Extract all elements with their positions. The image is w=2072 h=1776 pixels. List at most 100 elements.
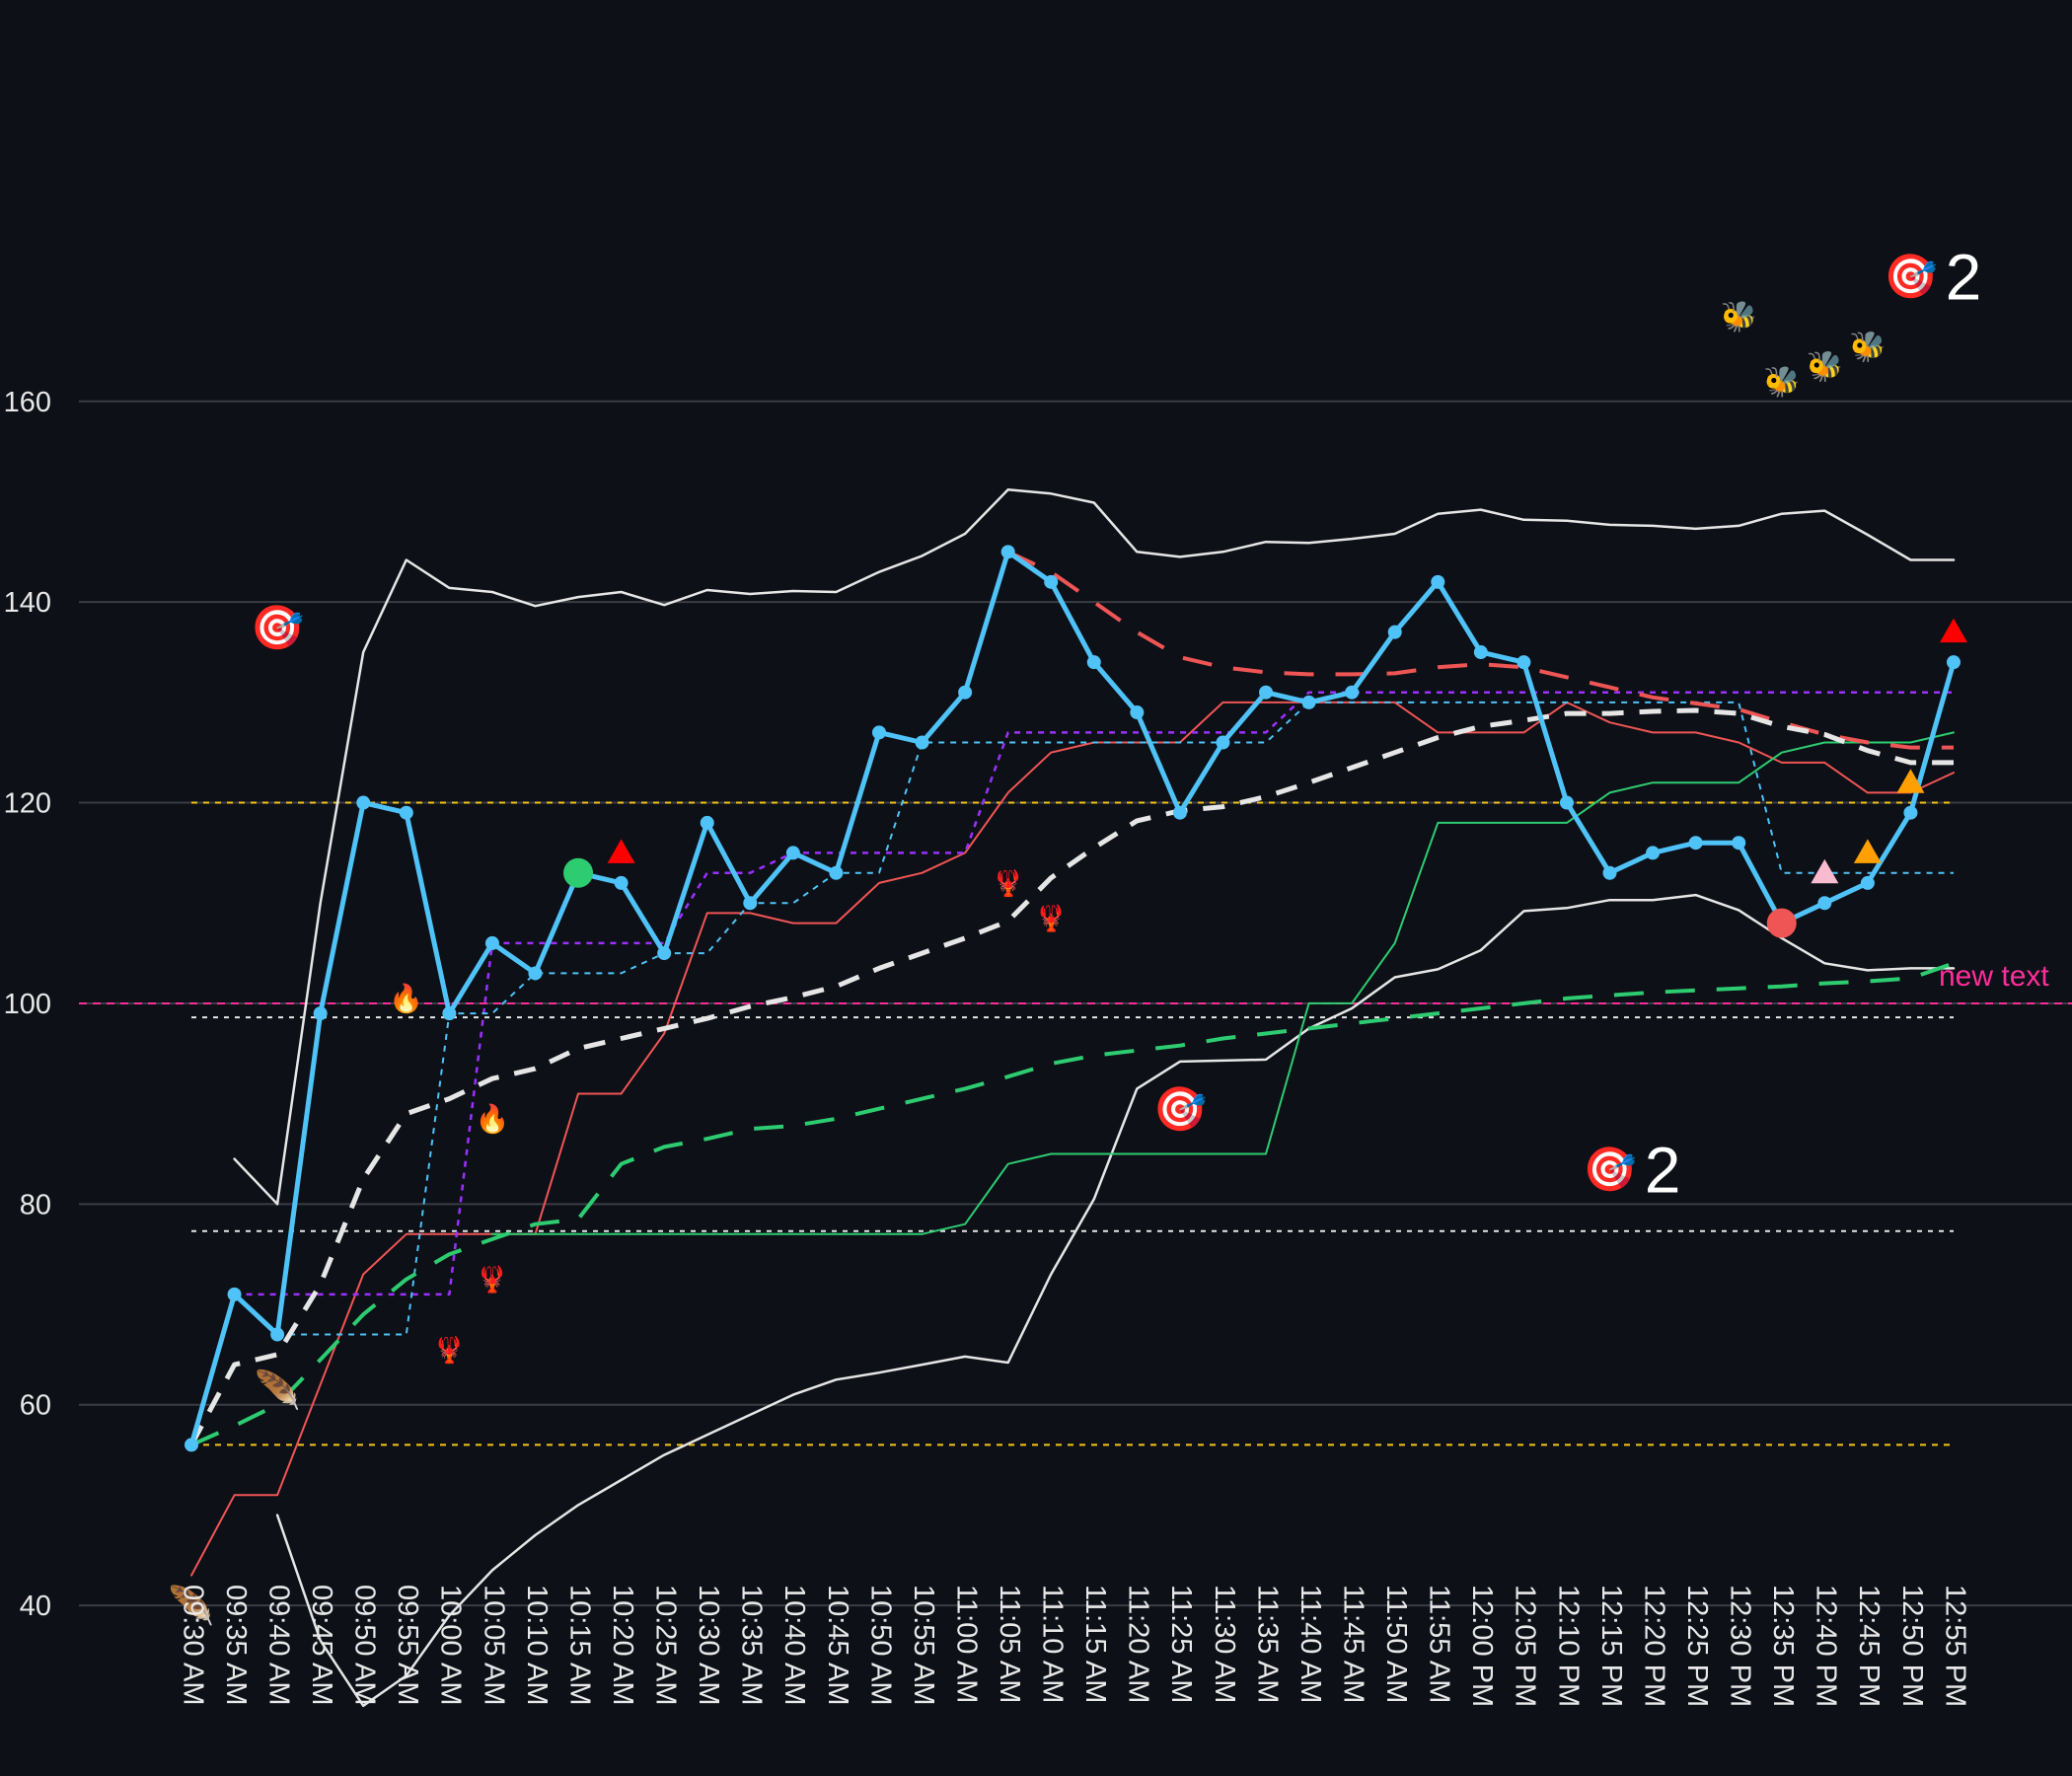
y-tick-label: 140 (4, 587, 51, 619)
x-tick-label: 09:35 AM (220, 1585, 252, 1706)
price-point (1130, 705, 1145, 720)
annotation-layer: 🎯🎯🎯 2🎯 2🔥🔥🦞🦞🦞🦞🪶🪶🐝🐝 🐝🐝 (168, 241, 1981, 1628)
reference-line-label: new text (1939, 960, 2049, 993)
price-point (1473, 645, 1488, 660)
x-tick-label: 12:55 PM (1939, 1585, 1970, 1707)
red-step-line (190, 701, 1955, 1577)
price-point (871, 725, 886, 740)
reference-lines: new text (79, 801, 2072, 1446)
green-dashed-line (190, 961, 1955, 1447)
x-tick-label: 12:25 PM (1681, 1585, 1713, 1707)
x-tick-label: 10:10 AM (521, 1585, 553, 1706)
x-tick-label: 12:20 PM (1638, 1585, 1669, 1707)
axis-labels: 40 60 80 100 120 140 160 09:30 AM 09:35 AM 09:40 … (4, 387, 1971, 1707)
price-point (270, 1327, 285, 1342)
y-tick-label: 40 (20, 1591, 51, 1622)
price-point (1688, 836, 1703, 851)
x-tick-label: 11:20 AM (1123, 1585, 1154, 1703)
price-point (1732, 836, 1746, 851)
x-tick-label: 12:30 PM (1725, 1585, 1756, 1707)
x-tick-label: 10:20 AM (607, 1585, 638, 1706)
x-tick-label: 10:50 AM (864, 1585, 896, 1706)
lobster-icon: 🦞 (433, 1335, 465, 1366)
x-tick-label: 10:30 AM (693, 1585, 724, 1706)
price-point (915, 735, 929, 750)
price-point (958, 685, 973, 700)
marker-triangle (1853, 839, 1882, 863)
x-tick-label: 12:15 PM (1595, 1585, 1627, 1707)
price-point (700, 815, 714, 830)
x-tick-label: 12:45 PM (1853, 1585, 1885, 1707)
marker-triangle (1811, 858, 1839, 884)
x-tick-label: 09:55 AM (392, 1585, 423, 1706)
lower-band-line (275, 893, 1956, 1708)
target-icon: 🎯 (1153, 1084, 1208, 1135)
marker-triangle (1940, 618, 1967, 643)
price-point (356, 795, 371, 810)
x-tick-label: 11:25 AM (1165, 1585, 1197, 1703)
price-point (1559, 795, 1574, 810)
upper-band-line (233, 488, 1956, 1206)
price-point (1602, 865, 1617, 880)
feather-icon: 🪶 (168, 1583, 214, 1627)
x-tick-label: 11:45 AM (1337, 1585, 1369, 1703)
target-icon: 🎯 (251, 603, 305, 653)
y-tick-label: 160 (4, 387, 51, 418)
price-point (1301, 695, 1316, 709)
bee-icon: 🐝 (1807, 350, 1843, 385)
price-point (442, 1006, 457, 1021)
x-tick-label: 12:05 PM (1510, 1585, 1541, 1707)
marker-triangle (1896, 769, 1925, 793)
price-point (1860, 875, 1875, 890)
x-tick-label: 12:10 PM (1552, 1585, 1584, 1707)
x-tick-label: 12:35 PM (1767, 1585, 1799, 1707)
x-tick-label: 11:55 AM (1424, 1585, 1455, 1703)
y-tick-label: 100 (4, 989, 51, 1020)
y-tick-label: 60 (20, 1390, 51, 1422)
price-point (657, 946, 672, 961)
x-tick-label: 10:15 AM (563, 1585, 595, 1706)
feather-icon: 🪶 (254, 1368, 300, 1412)
bee-icon: 🐝 (1763, 365, 1800, 400)
fire-icon: 🔥 (475, 1103, 509, 1136)
x-tick-label: 11:00 AM (950, 1585, 982, 1703)
price-point (1259, 685, 1274, 700)
price-point (829, 865, 844, 880)
price-point (313, 1006, 328, 1021)
lobster-icon: 🦞 (992, 868, 1023, 899)
price-point (614, 875, 629, 890)
x-tick-label: 11:35 AM (1251, 1585, 1283, 1703)
x-tick-label: 10:25 AM (650, 1585, 682, 1706)
x-tick-label: 10:40 AM (778, 1585, 810, 1706)
marker-circle (563, 857, 594, 888)
marker-triangle (607, 839, 635, 863)
x-tick-label: 09:45 AM (306, 1585, 337, 1706)
blue-dotted-line (277, 701, 1954, 1336)
price-point (484, 935, 499, 950)
price-point (528, 966, 543, 981)
price-point (1947, 655, 1961, 670)
bee-icon: 🐝 (1849, 330, 1886, 364)
price-point (1431, 574, 1445, 589)
x-tick-label: 10:00 AM (435, 1585, 467, 1706)
price-point (1216, 735, 1230, 750)
price-point (185, 1438, 198, 1452)
x-tick-label: 11:50 AM (1380, 1585, 1412, 1703)
x-tick-label: 12:40 PM (1811, 1585, 1842, 1707)
price-point (785, 846, 800, 860)
price-point (1517, 655, 1531, 670)
annotation-label: 2 (1946, 241, 1982, 314)
lobster-icon: 🦞 (1035, 904, 1067, 934)
x-tick-label: 10:55 AM (908, 1585, 939, 1706)
series-layer (185, 488, 1961, 1708)
bee-icon: 🐝 (1721, 300, 1757, 334)
annotation-label: 2 (1645, 1134, 1681, 1207)
green-step-line (490, 731, 1955, 1235)
average-dashed-line (188, 707, 1954, 1446)
price-line (188, 549, 1957, 1447)
x-tick-label: 10:05 AM (478, 1585, 509, 1706)
x-tick-label: 11:30 AM (1209, 1585, 1240, 1703)
x-tick-label: 10:45 AM (822, 1585, 853, 1706)
